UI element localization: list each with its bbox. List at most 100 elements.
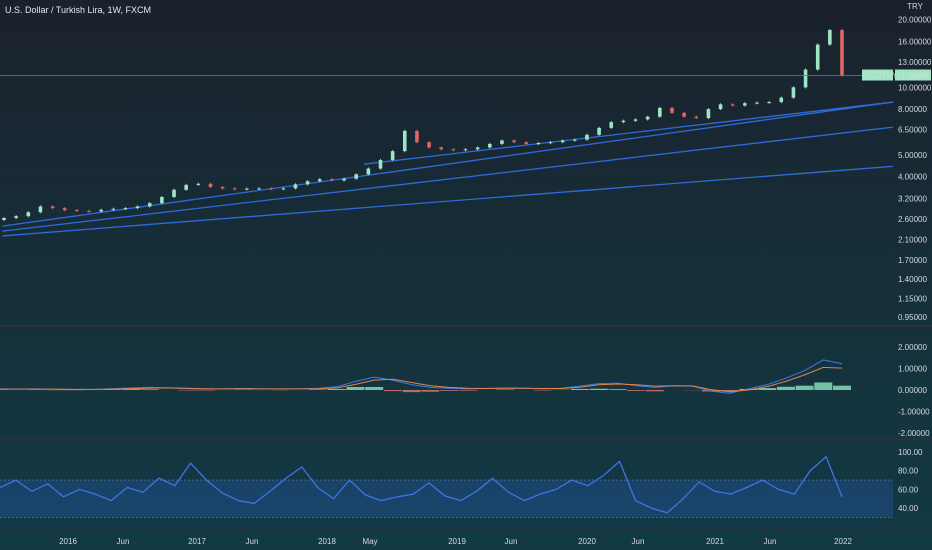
candle bbox=[791, 87, 796, 98]
candle bbox=[135, 206, 140, 209]
y-tick-label: 0.00000 bbox=[898, 386, 927, 395]
x-tick-label: 2019 bbox=[448, 537, 466, 546]
candle bbox=[317, 179, 322, 182]
histogram-bar bbox=[440, 390, 459, 391]
histogram-bar bbox=[458, 390, 477, 391]
candle bbox=[427, 142, 431, 148]
candle bbox=[597, 127, 601, 135]
candle bbox=[257, 188, 261, 190]
candle bbox=[123, 208, 128, 210]
candle bbox=[232, 188, 237, 190]
symbol-tag-label: USDTRY bbox=[865, 72, 898, 81]
currency-label: TRY bbox=[907, 2, 924, 11]
y-tick-label: 1.70000 bbox=[898, 256, 927, 265]
candle bbox=[208, 183, 213, 188]
candle bbox=[305, 181, 310, 185]
candle bbox=[2, 218, 6, 220]
candle bbox=[694, 116, 699, 119]
x-tick-label: 2022 bbox=[834, 537, 852, 546]
candle bbox=[670, 107, 674, 113]
candle bbox=[87, 210, 91, 212]
candle bbox=[14, 216, 18, 219]
candle bbox=[585, 134, 589, 140]
y-tick-label: 100.00 bbox=[898, 448, 923, 457]
candle bbox=[293, 184, 298, 189]
y-tick-label: 2.10000 bbox=[898, 236, 927, 245]
candle bbox=[815, 44, 820, 70]
candle bbox=[730, 104, 735, 106]
y-tick-label: 5.00000 bbox=[898, 151, 927, 160]
histogram-bar bbox=[571, 388, 590, 390]
x-tick-label: 2018 bbox=[318, 537, 336, 546]
histogram-bar bbox=[814, 382, 833, 390]
symbol-tag bbox=[862, 69, 893, 81]
candle bbox=[500, 140, 504, 144]
histogram-bar bbox=[402, 390, 421, 393]
y-tick-label: 80.00 bbox=[898, 467, 919, 476]
candle bbox=[75, 210, 79, 212]
histogram-bar bbox=[383, 390, 402, 392]
y-tick-label: 3.20000 bbox=[898, 195, 927, 204]
candle bbox=[354, 174, 359, 179]
candle bbox=[463, 149, 468, 151]
histogram-bar bbox=[346, 386, 365, 390]
candle bbox=[633, 119, 638, 121]
candle bbox=[451, 149, 456, 151]
candle bbox=[718, 104, 723, 110]
candle bbox=[330, 179, 334, 181]
histogram-bar bbox=[589, 388, 608, 390]
x-tick-label: Jun bbox=[246, 537, 259, 546]
candle bbox=[779, 97, 784, 103]
histogram-bar bbox=[833, 385, 851, 390]
candle bbox=[706, 109, 711, 119]
y-tick-label: 6.50000 bbox=[898, 125, 927, 134]
y-tick-label: 2.00000 bbox=[898, 343, 927, 352]
x-tick-label: 2017 bbox=[188, 537, 206, 546]
trendline bbox=[363, 101, 894, 165]
candle bbox=[390, 151, 395, 160]
candle bbox=[172, 189, 176, 197]
candle bbox=[415, 130, 419, 143]
histogram-bar bbox=[421, 390, 440, 392]
candle bbox=[548, 142, 553, 144]
y-tick-label: -1.00000 bbox=[898, 408, 930, 417]
histogram-bar bbox=[608, 389, 627, 390]
candle bbox=[281, 188, 286, 190]
y-tick-label: 10.00000 bbox=[898, 83, 932, 92]
y-tick-label: 13.00000 bbox=[898, 58, 932, 67]
candle bbox=[828, 30, 832, 45]
candle bbox=[184, 184, 188, 190]
histogram-bar bbox=[739, 388, 758, 390]
y-tick-label: 1.00000 bbox=[898, 365, 927, 374]
x-tick-label: 2021 bbox=[706, 537, 724, 546]
candle bbox=[378, 159, 383, 169]
candle bbox=[439, 147, 444, 150]
candle bbox=[220, 187, 225, 189]
candle bbox=[402, 130, 407, 152]
candle bbox=[524, 142, 529, 144]
histogram-bar bbox=[795, 385, 814, 390]
histogram-bar bbox=[121, 389, 140, 390]
candle bbox=[342, 178, 346, 181]
candle bbox=[50, 206, 55, 209]
candle bbox=[269, 188, 273, 190]
histogram-bar bbox=[140, 389, 159, 390]
candle bbox=[99, 209, 103, 212]
y-tick-label: 40.00 bbox=[898, 504, 919, 513]
candle bbox=[682, 112, 686, 117]
x-tick-label: 2020 bbox=[578, 537, 596, 546]
x-tick-label: 2016 bbox=[59, 537, 77, 546]
histogram-bar bbox=[758, 388, 777, 390]
candle bbox=[147, 203, 152, 207]
candle bbox=[512, 140, 516, 143]
candle bbox=[621, 120, 626, 123]
candle bbox=[26, 212, 31, 217]
candle bbox=[487, 143, 492, 148]
macd-line bbox=[0, 359, 843, 394]
candle bbox=[645, 116, 650, 120]
candle bbox=[536, 143, 541, 145]
y-tick-label: 1.40000 bbox=[898, 275, 927, 284]
candle bbox=[245, 188, 249, 190]
candle bbox=[573, 139, 577, 141]
